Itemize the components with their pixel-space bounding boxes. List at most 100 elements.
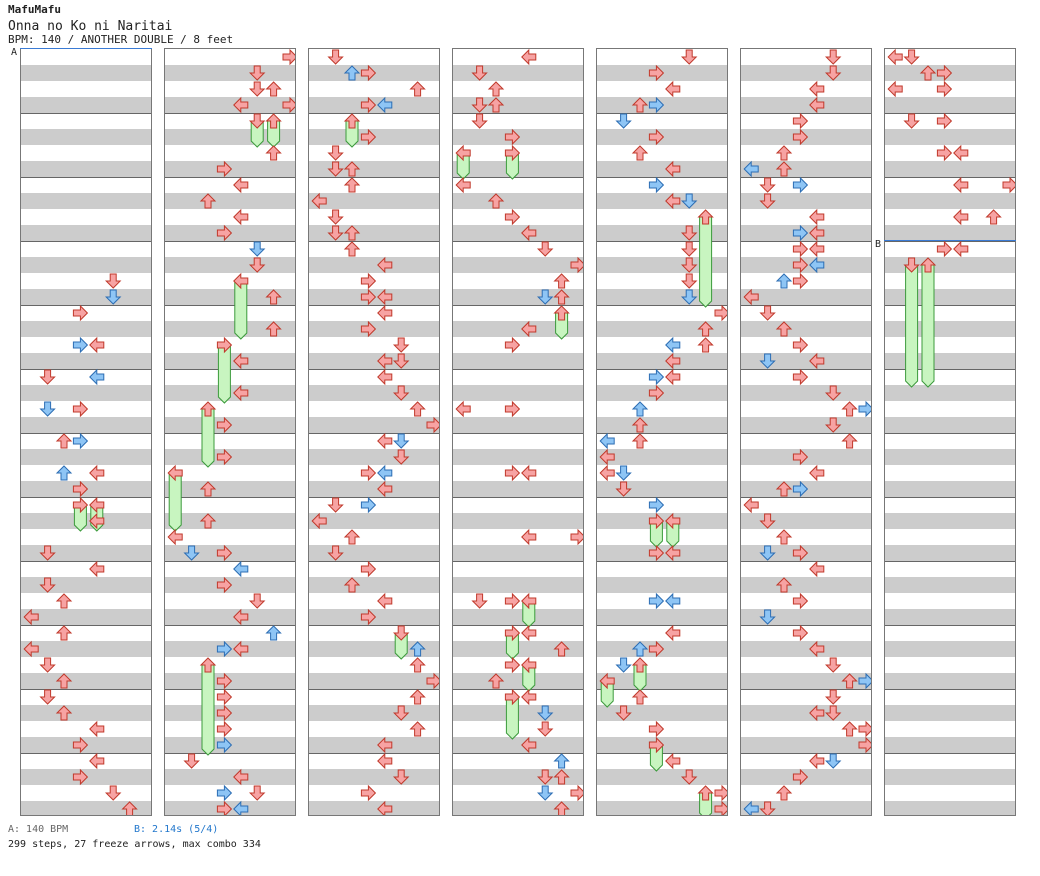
step-arrow-left [665, 192, 681, 210]
step-arrow-up [985, 209, 1002, 225]
step-arrow-blue-right [216, 784, 233, 802]
step-arrow-blue-right [858, 672, 871, 690]
step-arrow-blue-down [536, 705, 554, 721]
step-arrow-down [104, 785, 122, 801]
step-arrow-up [409, 657, 426, 673]
step-arrow-right [360, 288, 377, 306]
step-arrow-down [824, 49, 842, 65]
measure-line [741, 177, 871, 178]
freeze-arrow [905, 264, 919, 388]
step-arrow-right [360, 560, 377, 578]
step-arrow-right [936, 64, 953, 82]
step-arrow-right [792, 544, 809, 562]
step-arrow-right [504, 656, 521, 674]
step-arrow-up [841, 721, 858, 737]
step-arrow-left [665, 624, 681, 642]
step-arrow-up [121, 801, 138, 815]
step-arrow-right [216, 720, 233, 738]
measure-line [885, 433, 1015, 434]
step-arrow-blue-right [858, 400, 871, 418]
step-arrow-left [809, 704, 825, 722]
chart-column [596, 48, 728, 816]
measure-line [165, 113, 295, 114]
measure-line [597, 561, 727, 562]
step-arrow-blue-left [233, 800, 249, 815]
freeze-head-arrow-up [631, 657, 649, 673]
step-arrow-left [233, 608, 249, 626]
step-arrow-left [953, 208, 969, 226]
step-arrow-down [680, 225, 698, 241]
measure-line [165, 241, 295, 242]
freeze-head-arrow-up [553, 305, 570, 321]
step-arrow-right [72, 304, 89, 322]
step-arrow-down [392, 385, 410, 401]
step-arrow-down [471, 97, 488, 113]
step-arrow-right [792, 112, 809, 130]
step-arrow-blue-left [89, 368, 105, 386]
step-arrow-down [392, 449, 410, 465]
measure-line [309, 561, 439, 562]
step-arrow-up [409, 81, 426, 97]
step-arrow-down [327, 49, 344, 65]
measure-line [21, 305, 151, 306]
step-arrow-blue-down [392, 433, 410, 449]
step-arrow-blue-down [104, 289, 122, 305]
step-arrow-left [377, 736, 393, 754]
step-arrow-left [89, 720, 105, 738]
step-arrow-blue-down [680, 289, 698, 305]
step-arrow-left [809, 560, 825, 578]
step-arrow-left [599, 448, 615, 466]
step-arrow-blue-down [536, 289, 554, 305]
freeze-arrow [921, 264, 935, 388]
measure-line [453, 433, 583, 434]
freeze-head-arrow-down [248, 113, 266, 129]
bpm-legend: A: 140 BPM [8, 824, 69, 835]
measure-line [597, 177, 727, 178]
step-arrow-down [903, 49, 920, 65]
freeze-arrow [201, 408, 215, 468]
song-title: Onna no Ko ni Naritai [8, 19, 173, 34]
measure-line [453, 625, 583, 626]
step-arrow-up [343, 529, 361, 545]
step-arrow-right [360, 320, 377, 338]
step-arrow-blue-right [648, 176, 665, 194]
step-arrow-down [327, 161, 344, 177]
measure-line [21, 753, 151, 754]
step-arrow-left [809, 240, 825, 258]
step-arrow-down [471, 593, 488, 609]
measure-line [309, 433, 439, 434]
step-arrow-right [360, 608, 377, 626]
measure-line [741, 241, 871, 242]
bpm-marker-a-line [20, 48, 152, 49]
step-arrow-down [824, 65, 842, 81]
step-arrow-blue-up [631, 401, 649, 417]
step-arrow-up [631, 433, 649, 449]
step-arrow-right [504, 208, 521, 226]
measure-line [741, 561, 871, 562]
step-arrow-up [487, 97, 505, 113]
step-arrow-left [233, 352, 249, 370]
step-arrow-left [809, 752, 825, 770]
step-arrow-left [311, 192, 327, 210]
step-arrow-left [233, 96, 249, 114]
measure-line [453, 497, 583, 498]
freeze-head-arrow-up [265, 113, 282, 129]
freeze-head-arrow-down [903, 257, 920, 273]
freeze-head-arrow-right [648, 736, 665, 754]
freeze-head-arrow-right [504, 624, 521, 642]
step-arrow-down [903, 113, 920, 129]
step-arrow-down [39, 577, 56, 593]
step-arrow-left [23, 608, 39, 626]
measure-line [597, 369, 727, 370]
measure-line [165, 753, 295, 754]
chart-column [884, 48, 1016, 816]
step-arrow-left [887, 80, 903, 98]
step-arrow-blue-down [759, 353, 776, 369]
chart-column [308, 48, 440, 816]
measure-line [453, 689, 583, 690]
step-arrow-up [775, 145, 793, 161]
chart-column [20, 48, 152, 816]
step-arrow-up [265, 321, 282, 337]
step-arrow-blue-right [792, 480, 809, 498]
step-arrow-down [248, 81, 266, 97]
